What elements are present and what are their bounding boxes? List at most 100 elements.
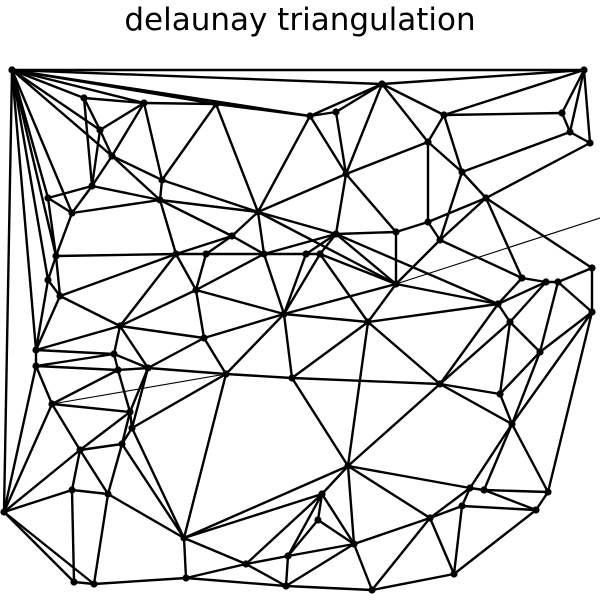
triangulation-edge <box>160 102 218 182</box>
triangulation-vertex <box>200 334 208 342</box>
triangulation-edge <box>482 488 550 494</box>
triangulation-edge <box>346 464 472 490</box>
triangulation-edge <box>174 234 234 256</box>
triangulation-edge <box>442 113 464 174</box>
triangulation-vertex <box>318 490 326 498</box>
triangulation-edge <box>308 82 384 118</box>
triangulation-edge <box>438 320 512 386</box>
triangulation-edge <box>34 294 62 352</box>
triangulation-edge <box>546 310 594 494</box>
triangulation-edge <box>46 254 58 282</box>
triangulation-edge <box>2 510 96 586</box>
triangulation-vertex <box>116 322 124 330</box>
triangulation-edge <box>344 140 430 176</box>
triangulation-vertex <box>140 99 148 107</box>
triangulation-vertex <box>288 374 296 382</box>
triangulation-edge <box>2 68 14 514</box>
triangulation-edge <box>320 492 356 546</box>
triangulation-edge <box>346 320 370 468</box>
triangulation-edge <box>90 128 102 188</box>
triangulation-vertex <box>202 250 210 258</box>
triangulation-edge <box>442 68 586 117</box>
triangulation-edge <box>142 101 164 182</box>
triangulation-vertex <box>80 94 88 102</box>
triangulation-edge <box>70 184 94 215</box>
triangulation-vertex <box>458 502 466 510</box>
triangulation-edge <box>78 442 124 452</box>
triangulation-vertex <box>506 318 514 326</box>
triangulation-edge <box>130 366 150 430</box>
triangulation-edge <box>438 382 514 426</box>
triangulation-edge <box>106 492 186 540</box>
triangulation-edge <box>214 102 260 214</box>
triangulation-edge <box>438 170 464 242</box>
triangulation-edge <box>10 68 74 215</box>
triangulation-edge <box>428 516 456 576</box>
triangulation-edge <box>428 486 472 520</box>
triangulation-edge <box>58 294 122 328</box>
triangulation-edge <box>318 252 398 286</box>
triangulation-edge <box>82 96 102 132</box>
triangulation-edge <box>438 302 500 386</box>
triangulation-vertex <box>32 346 40 354</box>
triangulation-vertex <box>496 390 504 398</box>
triangulation-vertex <box>48 400 56 408</box>
triangulation-vertex <box>56 292 64 300</box>
triangulation-edge <box>282 252 308 316</box>
triangulation-vertex <box>558 109 566 117</box>
triangulation-edge <box>498 320 512 396</box>
triangulation-vertex <box>96 126 104 134</box>
triangulation-vertex <box>182 574 190 582</box>
triangulation-edge <box>520 276 548 284</box>
triangulation-edge <box>334 82 384 114</box>
triangulation-edge <box>54 211 74 258</box>
triangulation-vertex <box>378 80 386 88</box>
triangulation-vertex <box>228 232 236 240</box>
triangulation-edge <box>366 282 398 324</box>
triangulation-edge <box>158 198 234 238</box>
triangulation-edge <box>224 372 294 380</box>
triangulation-edge <box>262 232 338 256</box>
triangulation-vertex <box>144 364 152 372</box>
triangulation-edge <box>106 442 124 496</box>
triangulation-edge <box>538 310 594 354</box>
triangulation-edge <box>484 196 594 270</box>
triangulation-vertex <box>128 424 136 432</box>
triangulation-edge <box>118 252 178 328</box>
triangulation-vertex <box>426 514 434 522</box>
triangulation-edge <box>334 232 398 286</box>
triangulation-vertex <box>158 176 166 184</box>
triangulation-edge <box>10 68 312 118</box>
triangulation-vertex <box>518 274 526 282</box>
triangulation-edge <box>158 198 178 256</box>
triangulation-edge <box>346 464 356 546</box>
triangulation-vertex <box>350 540 358 548</box>
triangulation-vertex <box>542 278 550 286</box>
triangulation-edge <box>194 252 208 292</box>
triangulation-vertex <box>532 506 540 514</box>
triangulation-edge <box>184 576 288 588</box>
triangulation-edge <box>318 252 370 324</box>
triangulation-edge <box>244 562 288 588</box>
triangulation-edge <box>82 96 94 188</box>
triangulation-vertex <box>440 111 448 119</box>
triangulation-edge <box>484 141 592 200</box>
triangulation-edge <box>34 278 50 352</box>
triangulation-edge <box>320 464 350 496</box>
triangulation-vertex <box>588 308 596 316</box>
triangulation-edge <box>560 68 586 115</box>
triangulation-edge <box>452 504 464 576</box>
triangulation-edge <box>10 68 58 258</box>
triangulation-edges <box>2 68 594 592</box>
triangulation-edge <box>10 68 86 100</box>
triangulation-edge <box>568 130 592 145</box>
triangulation-vertex <box>342 170 350 178</box>
triangulation-edge <box>2 448 82 514</box>
triangulation-edge <box>194 288 286 316</box>
triangulation-vertex <box>302 250 310 258</box>
triangulation-edge <box>498 392 514 426</box>
triangulation-edge <box>46 196 58 258</box>
triangulation-edge <box>318 232 338 256</box>
triangulation-thin-edge <box>395 217 600 285</box>
